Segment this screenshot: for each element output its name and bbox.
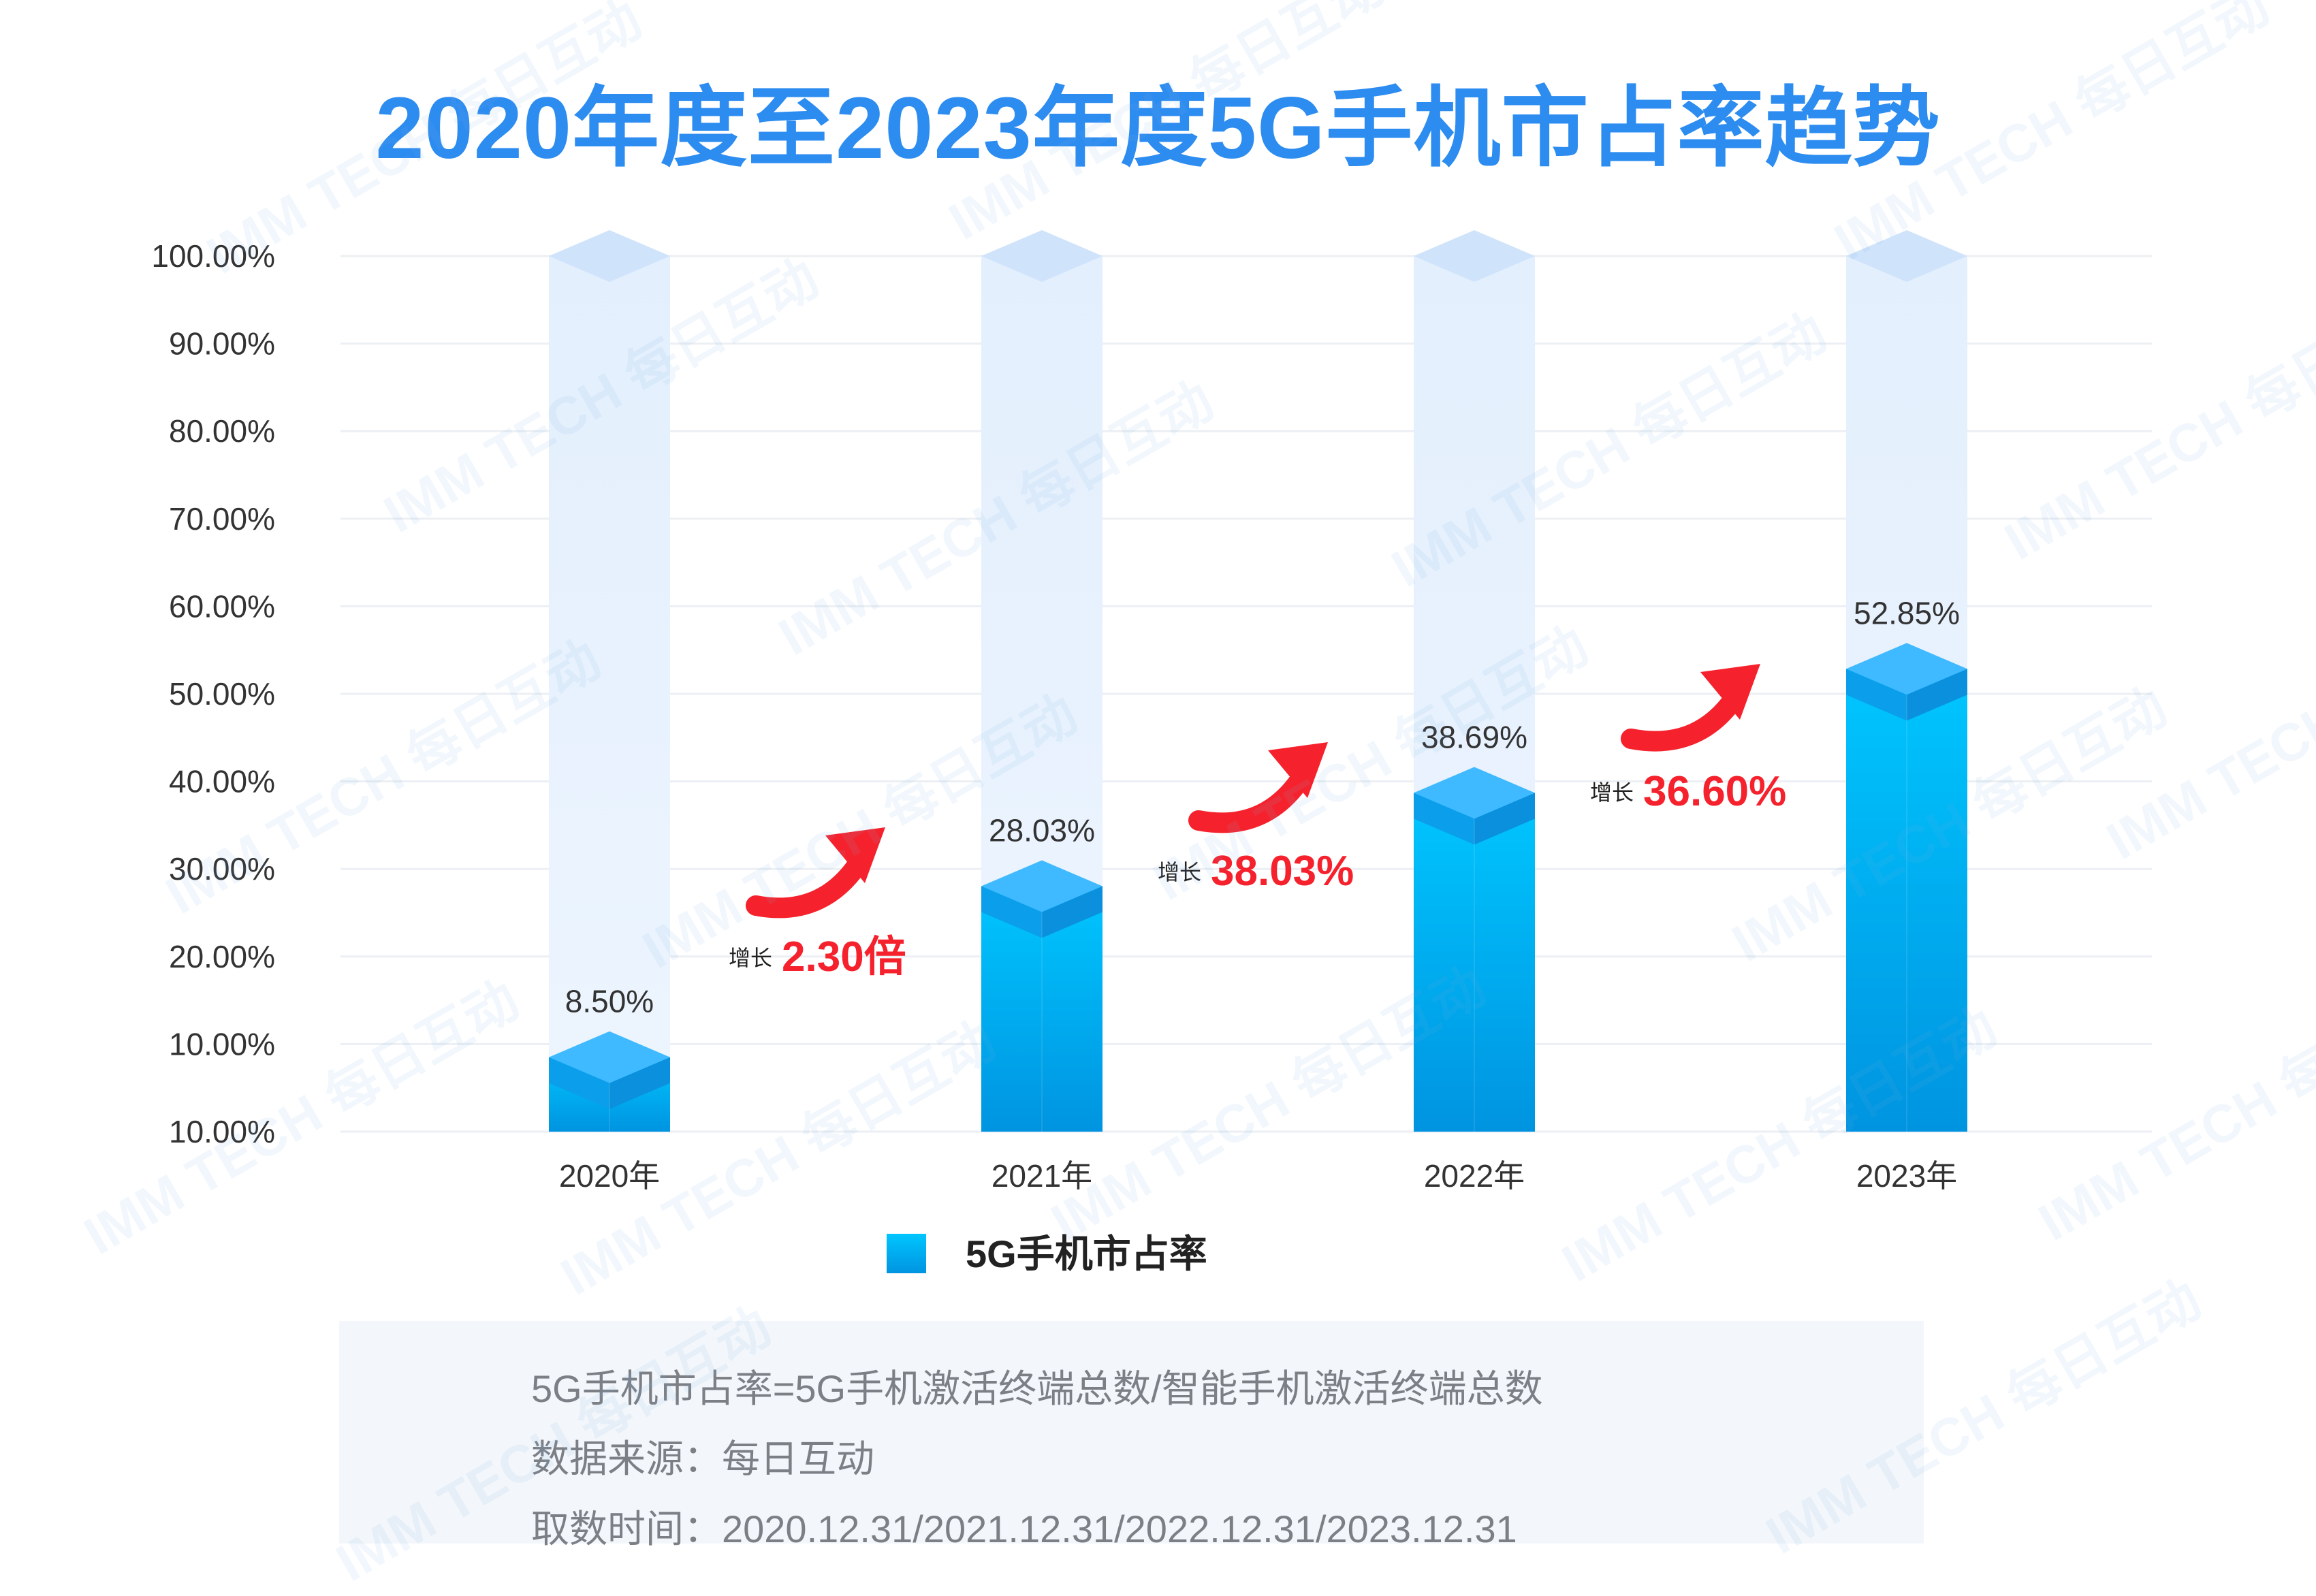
bars: 8.50% 28.03% 38.69% 52.85%	[549, 230, 1967, 1132]
y-tick-label: 10.00%	[169, 1114, 275, 1149]
bar-cap-right	[1042, 886, 1103, 938]
y-tick-label: 20.00%	[169, 939, 275, 974]
bar-cap-right	[1907, 669, 1967, 721]
arrow-head-icon	[1268, 742, 1328, 798]
note-formula: 5G手机市占率=5G手机激活终端总数/智能手机激活终端总数	[531, 1367, 1543, 1410]
chart-title: 2020年度至2023年度5G手机市占率趋势	[375, 80, 1941, 177]
x-tick-label: 2020年	[559, 1158, 660, 1194]
growth-value: 36.60%	[1643, 768, 1786, 815]
data-label: 8.50%	[565, 984, 654, 1019]
bar-cap-left	[1414, 793, 1474, 845]
data-label: 52.85%	[1854, 595, 1960, 631]
growth-annotation: 增长 36.60%	[1590, 664, 1786, 815]
bar-chart: 10.00% 10.00% 20.00% 30.00% 40.00% 50.00% 60.0…	[151, 230, 2152, 1275]
legend-label: 5G手机市占率	[966, 1232, 1207, 1275]
bar-cap-right	[1474, 793, 1535, 845]
arrow-head-icon	[1700, 664, 1760, 720]
notes-panel	[339, 1321, 1924, 1544]
growth-annotation: 增长 2.30倍	[729, 827, 906, 980]
arrow-head-icon	[825, 827, 885, 883]
bar	[1846, 669, 1967, 1132]
note-date: 取数时间：2020.12.31/2021.12.31/2022.12.31/20…	[531, 1507, 1517, 1550]
y-tick-label: 50.00%	[169, 676, 275, 712]
growth-value: 2.30倍	[782, 933, 906, 980]
y-tick-label: 30.00%	[169, 851, 275, 887]
y-tick-label: 90.00%	[169, 326, 275, 362]
y-tick-label: 70.00%	[169, 501, 275, 537]
growth-prefix: 增长	[1590, 780, 1634, 805]
x-tick-label: 2022年	[1424, 1158, 1525, 1194]
x-tick-label: 2023年	[1856, 1158, 1957, 1194]
bar-cap-left	[1846, 669, 1907, 721]
bar-track-cap	[981, 230, 1103, 282]
y-axis: 10.00% 10.00% 20.00% 30.00% 40.00% 50.00% 60.0…	[151, 238, 275, 1149]
y-tick-label: 80.00%	[169, 413, 275, 449]
y-tick-label: 60.00%	[169, 588, 275, 624]
y-tick-label: 10.00%	[169, 1026, 275, 1062]
growth-annotation: 增长 38.03%	[1158, 742, 1354, 895]
y-tick-label: 100.00%	[151, 238, 275, 274]
data-label: 38.69%	[1421, 719, 1527, 754]
x-axis: 2020年 2021年 2022年 2023年	[559, 1158, 1957, 1194]
growth-value: 38.03%	[1211, 848, 1354, 895]
growth-prefix: 增长	[729, 946, 772, 970]
growth-prefix: 增长	[1158, 860, 1201, 884]
x-tick-label: 2021年	[992, 1158, 1092, 1194]
bar-cap-right	[609, 1057, 670, 1109]
legend-swatch	[887, 1234, 926, 1273]
bar	[1414, 793, 1535, 1132]
bar-track-cap	[549, 230, 670, 282]
legend: 5G手机市占率	[887, 1232, 1207, 1275]
y-tick-label: 40.00%	[169, 764, 275, 799]
note-source: 数据来源：每日互动	[531, 1437, 874, 1480]
bar-track	[549, 256, 670, 1132]
bar-cap-left	[981, 886, 1042, 938]
bar-track-cap	[1414, 230, 1535, 282]
data-label: 28.03%	[989, 813, 1095, 848]
bar-cap-left	[549, 1057, 609, 1109]
bar-track-cap	[1846, 230, 1967, 282]
